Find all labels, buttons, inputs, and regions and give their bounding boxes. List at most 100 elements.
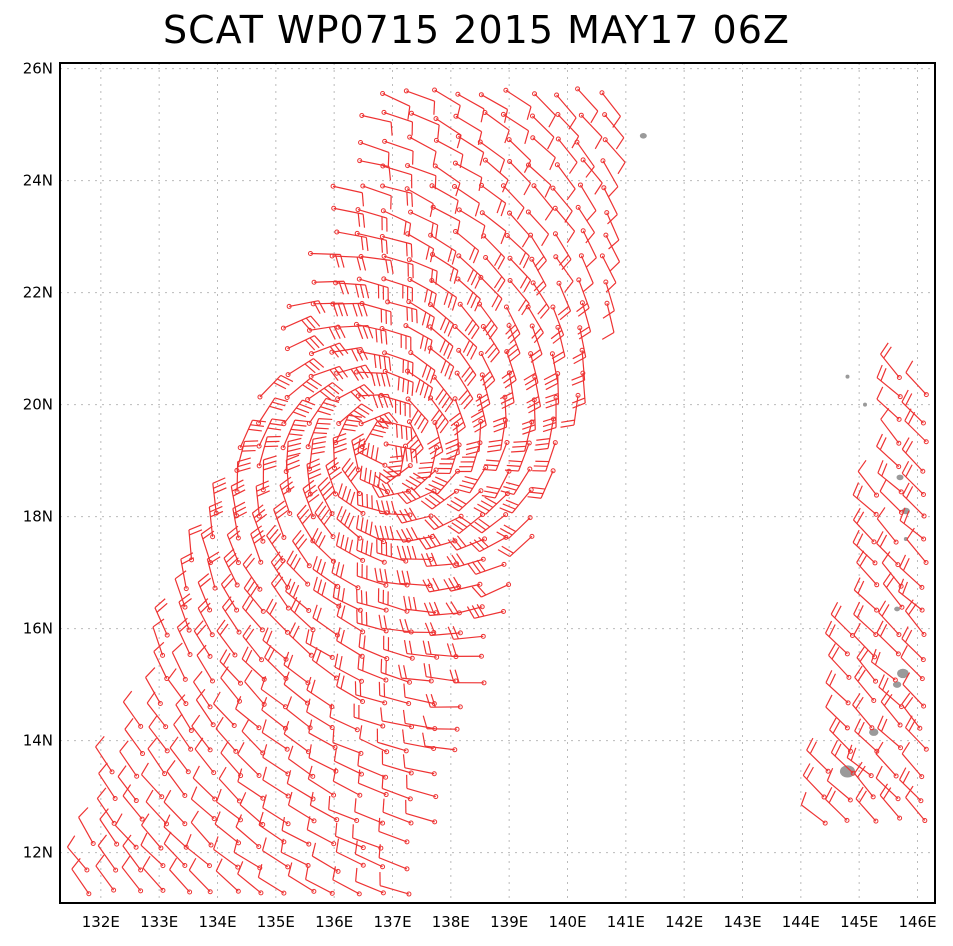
barb-station: [452, 324, 458, 330]
barb-feather: [480, 108, 485, 123]
barb-feather: [617, 161, 626, 175]
barb-station: [187, 889, 193, 895]
barb-feather: [294, 419, 309, 423]
barb-feather: [383, 356, 387, 370]
wind-barb: [852, 482, 879, 517]
barb-feather: [422, 732, 426, 747]
wind-barb: [853, 623, 878, 660]
barb-station: [358, 140, 364, 146]
barb-feather: [312, 556, 318, 570]
barb-station: [330, 534, 336, 540]
barb-station: [504, 233, 510, 239]
barb-feather: [255, 513, 268, 523]
wind-barb: [292, 529, 312, 569]
barb-feather: [327, 384, 340, 395]
wind-barb: [283, 437, 302, 474]
wind-barb: [334, 822, 366, 851]
barb-station: [602, 112, 608, 118]
wind-barb: [360, 183, 392, 210]
barb-staff: [196, 655, 213, 682]
barb-feather: [439, 339, 446, 353]
wind-barb: [284, 377, 322, 400]
barb-feather: [400, 425, 403, 439]
barb-feather: [274, 397, 289, 403]
barb-staff: [308, 757, 337, 772]
wind-barb: [163, 831, 188, 869]
barb-feather: [256, 490, 270, 497]
barb-station: [189, 557, 195, 563]
barb-staff: [191, 725, 211, 751]
barb-station: [306, 563, 312, 569]
barb-feather: [544, 377, 558, 386]
barb-feather: [905, 464, 913, 478]
barb-feather: [342, 428, 356, 432]
barb-station: [139, 816, 145, 822]
barb-feather: [880, 407, 890, 420]
wind-barb: [333, 747, 364, 777]
barb-station: [379, 418, 385, 424]
barb-feather: [424, 288, 429, 303]
barb-station: [90, 841, 96, 847]
barb-feather: [340, 564, 345, 578]
barb-station: [211, 770, 217, 776]
barb-staff: [407, 165, 437, 177]
barb-feather: [500, 203, 507, 217]
barb-station: [329, 253, 335, 259]
barb-staff: [405, 812, 435, 823]
barb-feather: [360, 538, 364, 553]
barb-staff: [239, 804, 264, 825]
barb-feather: [406, 192, 409, 206]
barb-feather: [332, 729, 335, 743]
barb-feather: [445, 438, 459, 445]
barb-feather: [208, 556, 221, 565]
barb-staff: [306, 689, 333, 708]
barb-staff: [601, 255, 617, 283]
barb-feather: [308, 719, 313, 734]
barb-staff: [352, 837, 382, 849]
barb-station: [503, 87, 509, 93]
barb-feather: [859, 554, 868, 567]
barb-station: [284, 746, 290, 752]
barb-station: [331, 205, 337, 211]
x-tick-label: 144E: [782, 913, 820, 931]
barb-station: [332, 744, 338, 750]
barb-feather: [473, 507, 486, 515]
barb-station: [133, 798, 139, 804]
wind-barb: [854, 718, 880, 754]
barb-staff: [361, 114, 392, 123]
barb-feather: [547, 136, 555, 150]
barb-feather: [309, 631, 314, 646]
barb-feather: [608, 186, 619, 198]
barb-feather: [577, 307, 590, 317]
barb-staff: [281, 829, 310, 845]
wind-barb: [454, 370, 474, 410]
wind-barb: [427, 302, 454, 337]
barb-feather: [287, 442, 302, 448]
barb-feather: [140, 832, 148, 846]
plot-frame: [59, 62, 936, 904]
barb-station: [256, 844, 262, 850]
barb-staff: [283, 683, 308, 704]
barb-feather: [283, 720, 290, 735]
wind-barb: [880, 690, 903, 728]
barb-staff: [577, 88, 599, 112]
wind-barb: [572, 325, 587, 365]
wind-barb: [879, 478, 904, 515]
wind-barb: [471, 582, 512, 598]
barb-feather: [314, 335, 325, 347]
barb-staff: [332, 879, 360, 895]
barb-staff: [287, 782, 314, 800]
barb-feather: [467, 563, 477, 575]
wind-barb: [405, 799, 438, 825]
barb-feather: [602, 310, 615, 319]
barb-feather: [154, 598, 166, 609]
wind-barb: [285, 454, 301, 493]
barb-station: [283, 468, 289, 474]
wind-barb: [879, 783, 903, 821]
barb-feather: [403, 640, 408, 654]
barb-feather: [464, 370, 474, 382]
wind-barb: [99, 808, 120, 847]
barb-station: [403, 748, 409, 754]
wind-barb: [334, 229, 369, 252]
barb-feather: [526, 106, 532, 120]
